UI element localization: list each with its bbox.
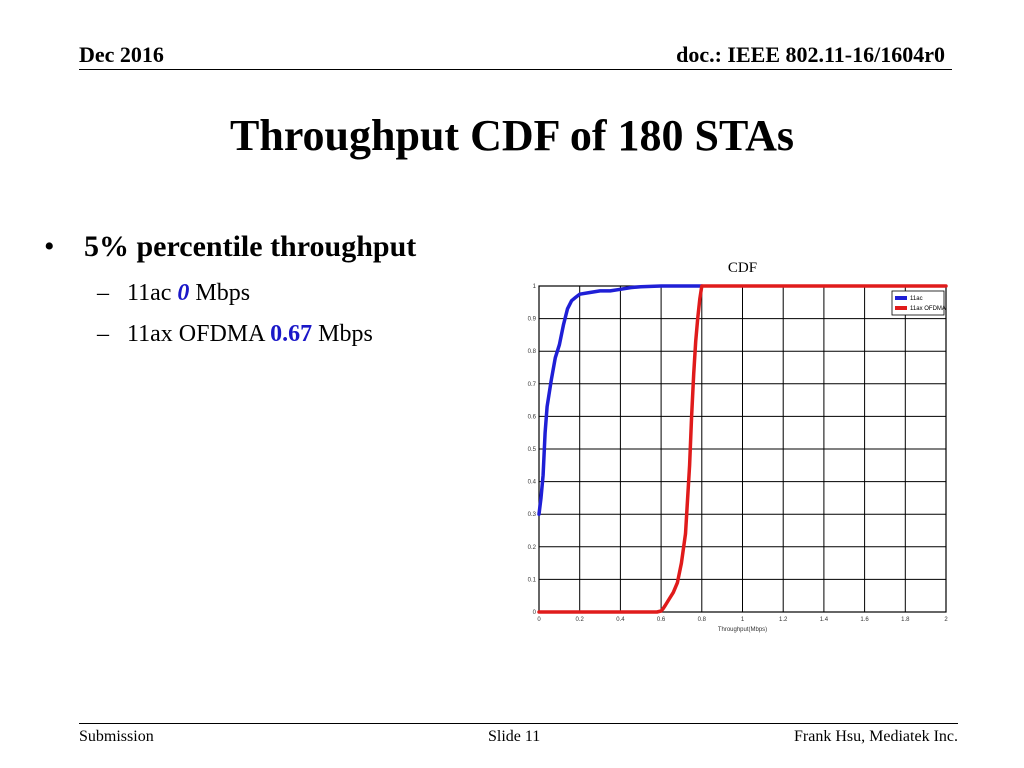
y-tick-label: 0.8 bbox=[528, 349, 537, 355]
footer-slide-number: Slide 11 bbox=[488, 728, 541, 745]
x-tick-label: 2 bbox=[944, 617, 948, 623]
chart-title: CDF bbox=[728, 260, 757, 276]
sub-bullet-dash: – bbox=[97, 280, 109, 306]
x-tick-label: 0.8 bbox=[698, 617, 707, 623]
y-tick-label: 0 bbox=[533, 610, 537, 616]
y-tick-label: 0.2 bbox=[528, 545, 537, 551]
x-tick-label: 1.2 bbox=[779, 617, 788, 623]
series-line-0 bbox=[537, 284, 704, 516]
x-tick-label: 1.8 bbox=[901, 617, 910, 623]
y-tick-label: 0.4 bbox=[528, 480, 537, 486]
x-tick-label: 0 bbox=[537, 617, 541, 623]
y-tick-label: 0.9 bbox=[528, 317, 537, 323]
sub-bullet-value: 0.67 bbox=[270, 321, 313, 347]
x-tick-label: 0.6 bbox=[657, 617, 666, 623]
header-date: Dec 2016 bbox=[79, 42, 164, 67]
y-tick-label: 0.3 bbox=[528, 512, 537, 518]
series-line-1 bbox=[537, 284, 948, 614]
sub-bullet-prefix: 11ac bbox=[127, 280, 178, 306]
sub-bullet-suffix: Mbps bbox=[312, 321, 373, 347]
footer-divider bbox=[79, 723, 958, 724]
sub-bullet-dash: – bbox=[97, 321, 109, 347]
x-tick-label: 1 bbox=[741, 617, 745, 623]
legend-swatch bbox=[895, 296, 907, 300]
legend-swatch bbox=[895, 306, 907, 310]
sub-bullet-value: 0 bbox=[177, 280, 190, 306]
bullet-marker: • bbox=[44, 230, 55, 263]
y-tick-label: 0.7 bbox=[528, 382, 537, 388]
legend-label: 11ax OFDMA bbox=[910, 306, 946, 312]
cdf-chart: CDF 0 0.2 0.4 0.6 0.8 1 1.2 1.4 1.6 1.8 2 0 0.1 0.2 0.3… bbox=[520, 252, 960, 644]
x-tick-label: 0.4 bbox=[616, 617, 625, 623]
slide-title: Throughput CDF of 180 STAs bbox=[230, 111, 794, 160]
y-tick-label: 0.5 bbox=[528, 447, 537, 453]
sub-bullet-11ax: – 11ax OFDMA 0.67 Mbps bbox=[97, 321, 373, 348]
footer-author: Frank Hsu, Mediatek Inc. bbox=[794, 728, 958, 745]
sub-bullet-prefix: 11ax OFDMA bbox=[127, 321, 271, 347]
bullet-text: 5% percentile throughput bbox=[84, 230, 417, 263]
x-tick-label: 1.4 bbox=[820, 617, 829, 623]
y-tick-label: 0.1 bbox=[528, 577, 537, 583]
x-tick-label: 0.2 bbox=[576, 617, 585, 623]
sub-bullet-suffix: Mbps bbox=[189, 280, 251, 306]
legend-box bbox=[891, 290, 945, 316]
header-doc-id: doc.: IEEE 802.11-16/1604r0 bbox=[676, 42, 945, 67]
x-axis-label: Throughput(Mbps) bbox=[718, 627, 767, 633]
footer-submission: Submission bbox=[79, 728, 154, 745]
sub-bullet-11ac: – 11ac 0 Mbps bbox=[97, 280, 250, 307]
y-tick-label: 1 bbox=[533, 284, 537, 290]
cdf-chart-svg: CDF 0 0.2 0.4 0.6 0.8 1 1.2 1.4 1.6 1.8 2 0 0.1 0.2 0.3… bbox=[528, 260, 949, 633]
x-tick-label: 1.6 bbox=[860, 617, 869, 623]
y-tick-label: 0.6 bbox=[528, 414, 537, 420]
legend-label: 11ac bbox=[910, 296, 923, 302]
bullet-item: • 5% percentile throughput bbox=[44, 230, 416, 264]
header-divider bbox=[79, 69, 952, 70]
